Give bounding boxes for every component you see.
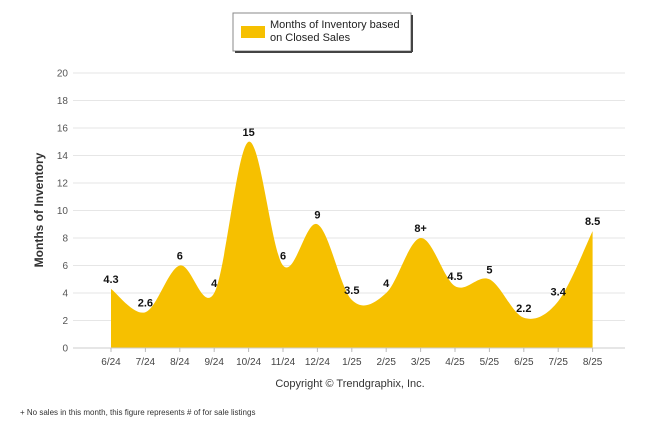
x-tick-label-4: 10/24 [236, 357, 261, 368]
y-tick-label-4: 4 [62, 289, 68, 300]
data-label-13: 3.4 [551, 286, 567, 298]
x-tick-label-13: 7/25 [548, 357, 568, 368]
legend-line-1: Months of Inventory based [270, 19, 400, 31]
gridlines [73, 72, 625, 349]
y-tick-label-0: 0 [62, 344, 68, 355]
data-label-10: 4.5 [447, 271, 462, 283]
series-area-group [111, 141, 593, 348]
x-tick-label-5: 11/24 [271, 357, 296, 368]
y-tick-label-20: 20 [57, 69, 69, 80]
x-tick-label-12: 6/25 [514, 357, 534, 368]
y-tick-label-18: 18 [57, 96, 69, 107]
y-tick-label-2: 2 [62, 316, 68, 327]
data-label-9: 8+ [414, 223, 427, 235]
x-tick-label-8: 2/25 [376, 357, 396, 368]
data-labels: 4.3 2.6 6 4 15 6 9 3.5 4 8+ 4.5 5 2.2 3.4 8.5 [103, 127, 600, 315]
y-tick-labels: 0 2 4 6 8 10 12 14 16 18 20 [57, 69, 69, 355]
data-label-4: 15 [242, 127, 254, 139]
legend: Months of Inventory based on Closed Sale… [232, 12, 413, 53]
y-axis-title: Months of Inventory [32, 152, 46, 267]
x-tick-label-1: 7/24 [136, 357, 156, 368]
data-label-14: 8.5 [585, 216, 600, 228]
series-area [111, 141, 593, 348]
x-tick-label-6: 12/24 [305, 357, 330, 368]
y-tick-label-8: 8 [62, 234, 68, 245]
y-tick-label-10: 10 [57, 206, 69, 217]
y-tick-label-6: 6 [62, 261, 68, 272]
x-tick-labels: 6/24 7/24 8/24 9/24 10/24 11/24 12/24 1/25 2/25 3… [101, 357, 603, 368]
copyright-text: Copyright © Trendgraphix, Inc. [275, 378, 424, 390]
legend-line-2: on Closed Sales [270, 32, 351, 44]
data-label-5: 6 [280, 251, 286, 263]
x-tick-label-7: 1/25 [342, 357, 362, 368]
x-axis [73, 347, 625, 352]
data-label-11: 5 [486, 264, 492, 276]
y-tick-label-12: 12 [57, 179, 69, 190]
data-label-6: 9 [314, 209, 320, 221]
data-label-0: 4.3 [103, 274, 118, 286]
y-tick-label-14: 14 [57, 151, 69, 162]
y-tick-label-16: 16 [57, 124, 69, 135]
x-tick-label-10: 4/25 [445, 357, 465, 368]
x-tick-label-0: 6/24 [101, 357, 121, 368]
footnote-text: + No sales in this month, this figure re… [20, 408, 255, 417]
data-label-7: 3.5 [344, 285, 359, 297]
x-tick-label-9: 3/25 [411, 357, 431, 368]
data-label-2: 6 [177, 251, 183, 263]
data-label-12: 2.2 [516, 303, 531, 315]
x-tick-label-2: 8/24 [170, 357, 190, 368]
data-label-1: 2.6 [138, 297, 153, 309]
legend-swatch [241, 26, 265, 38]
x-tick-label-3: 9/24 [204, 357, 224, 368]
x-tick-label-14: 8/25 [583, 357, 603, 368]
data-label-8: 4 [383, 278, 390, 290]
x-tick-label-11: 5/25 [480, 357, 500, 368]
data-label-3: 4 [211, 278, 218, 290]
